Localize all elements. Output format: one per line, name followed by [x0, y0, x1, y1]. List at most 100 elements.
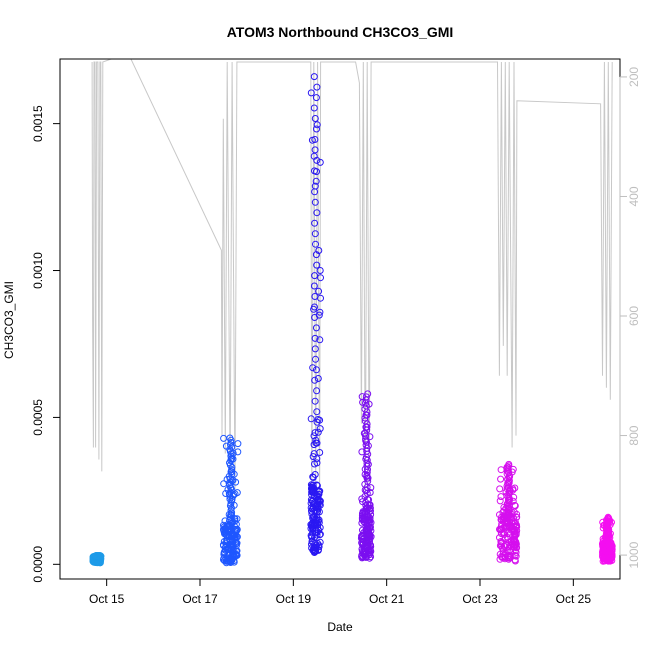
data-point	[232, 478, 240, 486]
data-point	[226, 434, 234, 442]
data-points-layer	[89, 73, 616, 567]
data-point	[497, 475, 505, 483]
data-point	[359, 526, 366, 534]
data-point	[309, 453, 317, 461]
flight-5-points	[496, 460, 521, 565]
data-point	[311, 345, 319, 353]
data-point	[313, 387, 321, 395]
data-point	[310, 547, 318, 555]
data-point	[499, 553, 507, 561]
data-point	[311, 219, 319, 227]
data-point	[315, 287, 323, 295]
data-point	[313, 83, 321, 91]
data-point	[312, 94, 320, 102]
data-point	[226, 495, 234, 503]
right-pressure-axis: 200 400 600 800 1000	[619, 67, 641, 568]
data-point	[316, 158, 324, 166]
data-point	[234, 448, 242, 456]
data-point	[309, 500, 317, 508]
data-point	[358, 533, 366, 541]
data-point	[503, 517, 511, 525]
data-point	[227, 452, 235, 460]
data-point	[220, 525, 227, 533]
right-tick-label: 200	[627, 67, 641, 87]
data-point	[511, 541, 519, 549]
data-point	[311, 460, 318, 468]
data-point	[313, 261, 321, 269]
data-point	[311, 533, 319, 541]
data-point	[499, 546, 507, 554]
data-point	[311, 293, 319, 300]
data-point	[311, 471, 319, 478]
data-point	[316, 336, 324, 344]
flight-4-points	[357, 390, 375, 562]
data-point	[310, 432, 318, 440]
data-point	[499, 545, 506, 553]
data-point	[233, 551, 241, 559]
data-point	[233, 489, 241, 497]
data-point	[314, 428, 322, 436]
data-point	[220, 480, 228, 488]
right-tick-label: 1000	[627, 541, 641, 568]
y-tick-label: 0.0010	[31, 252, 45, 289]
data-point	[313, 408, 321, 416]
data-point	[505, 460, 513, 468]
data-point	[316, 267, 324, 274]
data-point	[311, 188, 319, 196]
y-tick-label: 0.0015	[31, 105, 45, 142]
data-point	[307, 415, 315, 423]
data-point	[504, 484, 512, 491]
data-point	[358, 448, 366, 456]
data-point	[317, 274, 324, 282]
x-tick-label: Oct 19	[276, 592, 312, 606]
data-point	[607, 553, 615, 560]
data-point	[313, 504, 321, 511]
data-point	[496, 497, 504, 505]
data-point	[313, 531, 321, 539]
y-tick-label: 0.0000	[31, 546, 45, 583]
data-point	[310, 512, 317, 520]
data-point	[313, 209, 321, 217]
flight-6-points	[599, 513, 616, 565]
data-point	[363, 525, 371, 533]
data-point	[501, 553, 509, 561]
data-point	[604, 513, 612, 521]
data-point	[503, 470, 511, 478]
data-point	[232, 550, 240, 558]
data-point	[227, 556, 235, 564]
data-point	[309, 497, 317, 505]
data-point	[311, 136, 319, 143]
data-point	[308, 522, 316, 530]
x-axis-label: Date	[327, 620, 353, 634]
data-point	[503, 485, 511, 493]
y-axis: 0.0000 0.0005 0.0010 0.0015	[31, 105, 61, 583]
data-point	[226, 537, 234, 545]
data-point	[365, 519, 373, 527]
data-point	[311, 303, 318, 311]
y-axis-label: CH3CO3_GMI	[2, 281, 16, 359]
data-point	[313, 125, 320, 133]
data-point	[311, 198, 319, 206]
data-point	[312, 251, 320, 259]
data-point	[309, 529, 317, 537]
data-point	[314, 508, 321, 516]
data-point	[311, 429, 319, 437]
data-point	[311, 334, 319, 342]
data-point	[313, 439, 321, 447]
data-point	[496, 511, 503, 519]
data-point	[511, 520, 519, 528]
right-tick-label: 800	[627, 425, 641, 445]
data-point	[312, 324, 320, 332]
data-point	[314, 505, 322, 513]
data-point	[314, 375, 322, 382]
data-point	[312, 240, 319, 248]
data-point	[94, 556, 102, 564]
data-point	[308, 482, 316, 490]
right-tick-label: 600	[627, 306, 641, 326]
data-point	[366, 489, 374, 496]
data-point	[316, 530, 324, 538]
chart-title: ATOM3 Northbound CH3CO3_GMI	[227, 24, 454, 40]
data-point	[312, 177, 320, 185]
data-point	[313, 481, 321, 489]
